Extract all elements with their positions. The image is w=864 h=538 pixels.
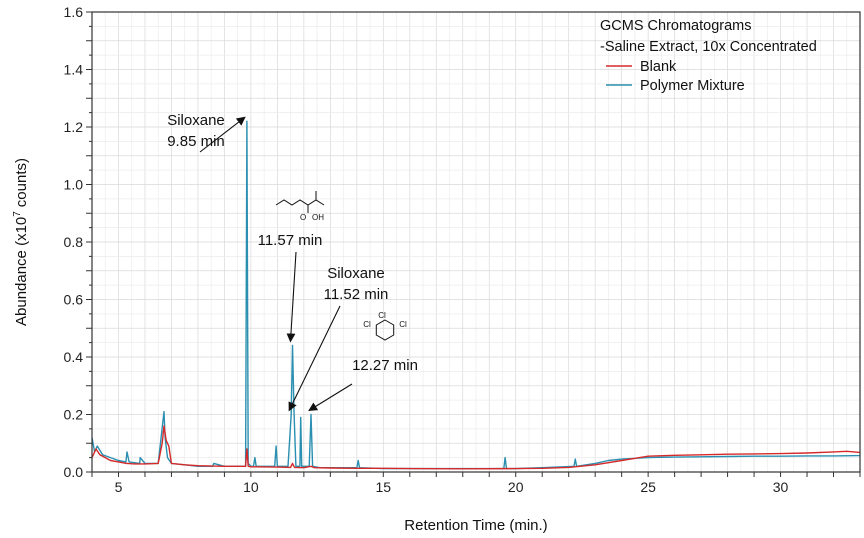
series-line-blank — [92, 425, 860, 470]
annotation-arrow-siloxane-9-85 — [199, 116, 246, 153]
y-tick-label: 0.4 — [64, 349, 84, 365]
y-tick-label: 1.0 — [64, 177, 84, 193]
legend-subtitle: -Saline Extract, 10x Concentrated — [600, 39, 817, 55]
x-tick-label: 25 — [640, 479, 656, 495]
x-tick-label: 15 — [376, 479, 392, 495]
y-tick-label: 0.6 — [64, 292, 84, 308]
structure-acid-label-oh: OH — [312, 213, 324, 222]
legend-label-blank: Blank — [640, 59, 677, 75]
x-tick-label: 10 — [243, 479, 259, 495]
y-tick-label: 1.2 — [64, 119, 84, 135]
axes: 5 10 15 20 25 30 0.0 0.2 0.4 0.6 0.8 1.0 1.2 1.4 1.6 — [64, 4, 861, 495]
y-tick-label: 0.2 — [64, 407, 84, 423]
y-tick-label: 0.0 — [64, 464, 84, 480]
annotation-siloxane-9-85-line-1: 9.85 min — [167, 133, 225, 150]
x-tick-label: 30 — [773, 479, 789, 495]
annotation-arrow-trichloro-12-27 — [308, 383, 353, 412]
structure-trichlorobenzene-ring — [375, 319, 395, 341]
structure-acid-label-o: O — [300, 213, 306, 222]
annotation-siloxane-11-52-line-1: 11.52 min — [324, 286, 389, 303]
y-tick-label: 0.8 — [64, 234, 84, 250]
x-axis-title: Retention Time (min.) — [404, 517, 547, 534]
annotation-arrow-siloxane-11-52 — [288, 305, 341, 412]
legend-label-polymer: Polymer Mixture — [640, 78, 745, 94]
y-axis-title-suffix: counts) — [13, 158, 30, 207]
annotation-acid-11-57-line-0: 11.57 min — [258, 232, 323, 249]
annotation-siloxane-11-52-line-0: Siloxane — [327, 265, 385, 282]
x-tick-label: 20 — [508, 479, 524, 495]
annotation-trichloro-12-27-line-0: 12.27 min — [352, 357, 418, 374]
y-axis-title-main: Abundance (x10 — [13, 217, 30, 326]
x-tick-label: 5 — [115, 479, 123, 495]
structure-cl-label: Cl — [399, 320, 407, 329]
grid — [91, 11, 861, 473]
annotation-siloxane-9-85-line-0: Siloxane — [167, 112, 225, 129]
annotation-arrow-acid-11-57 — [286, 251, 297, 343]
legend: GCMS Chromatograms -Saline Extract, 10x … — [600, 18, 817, 94]
legend-title: GCMS Chromatograms — [600, 18, 751, 34]
y-tick-label: 1.4 — [64, 62, 84, 78]
series-lines — [92, 120, 860, 470]
structure-cl-label: Cl — [378, 311, 386, 320]
y-axis-title: Abundance (x107 counts) — [12, 158, 30, 326]
y-tick-label: 1.6 — [64, 4, 84, 20]
structure-cl-label: Cl — [363, 320, 371, 329]
y-axis-title-exponent: 7 — [12, 211, 23, 217]
